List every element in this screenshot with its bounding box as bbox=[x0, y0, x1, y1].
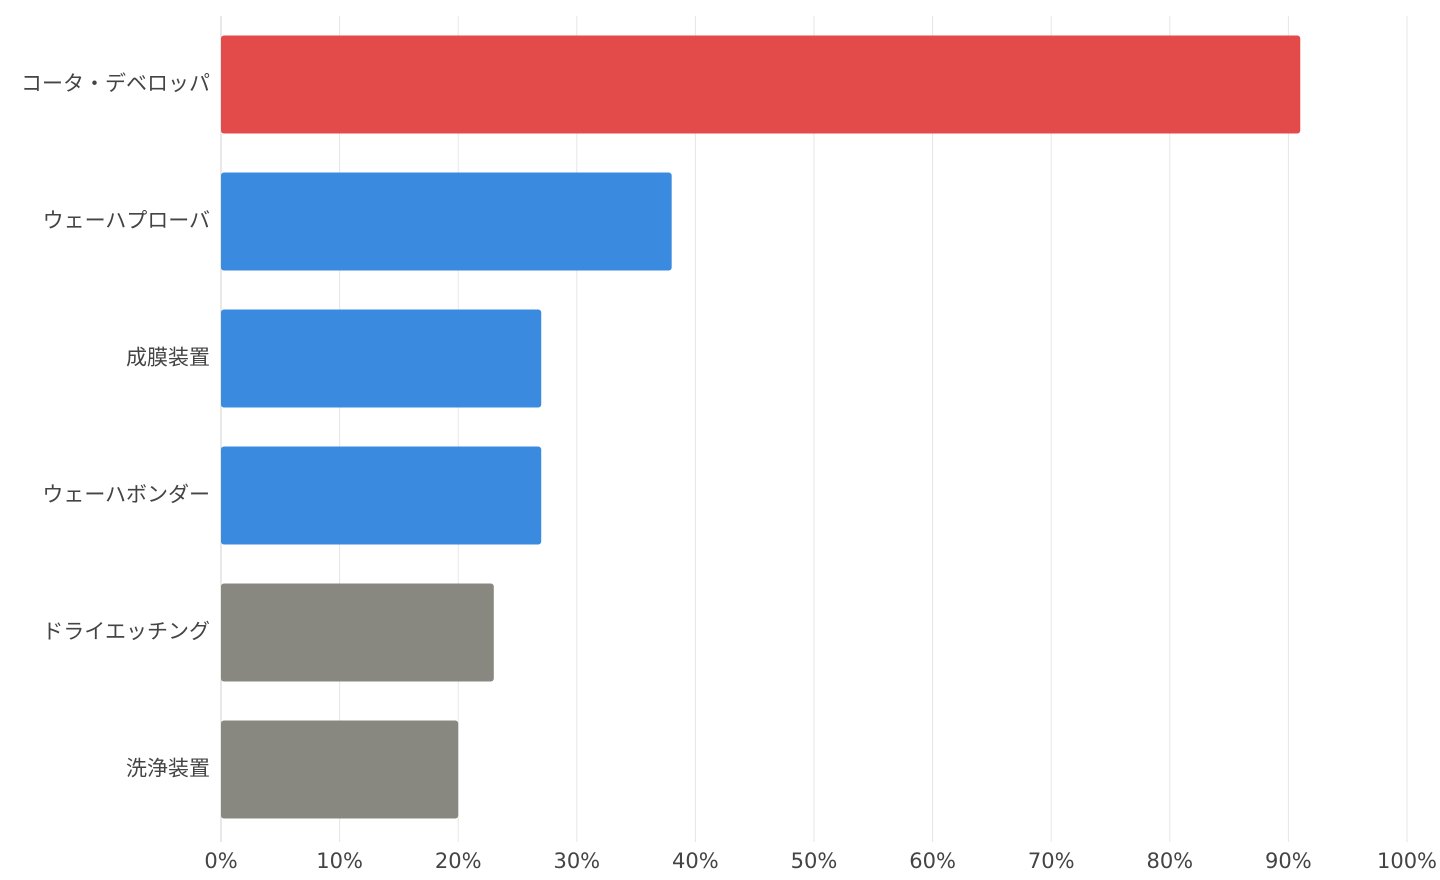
y-tick-label: ウェーハボンダー bbox=[42, 483, 210, 507]
bar bbox=[221, 583, 494, 682]
x-tick-label: 60% bbox=[909, 849, 956, 873]
y-tick-label: 成膜装置 bbox=[126, 346, 210, 370]
bar bbox=[221, 172, 672, 271]
bar bbox=[221, 446, 542, 545]
x-tick-label: 0% bbox=[204, 849, 237, 873]
y-tick-label: ウェーハプローバ bbox=[43, 209, 210, 233]
y-tick-label: ドライエッチング bbox=[42, 620, 210, 644]
bar bbox=[221, 309, 542, 408]
x-tick-label: 40% bbox=[672, 849, 719, 873]
x-tick-label: 50% bbox=[791, 849, 838, 873]
x-tick-label: 10% bbox=[316, 849, 363, 873]
x-tick-label: 90% bbox=[1265, 849, 1312, 873]
y-tick-label: コータ・デベロッパ bbox=[21, 72, 210, 96]
y-tick-label: 洗浄装置 bbox=[126, 757, 210, 781]
x-tick-label: 20% bbox=[435, 849, 482, 873]
bar bbox=[221, 35, 1301, 134]
x-tick-label: 80% bbox=[1146, 849, 1193, 873]
x-tick-label: 100% bbox=[1377, 849, 1437, 873]
x-tick-label: 70% bbox=[1028, 849, 1075, 873]
bar bbox=[221, 720, 459, 819]
x-tick-label: 30% bbox=[553, 849, 600, 873]
